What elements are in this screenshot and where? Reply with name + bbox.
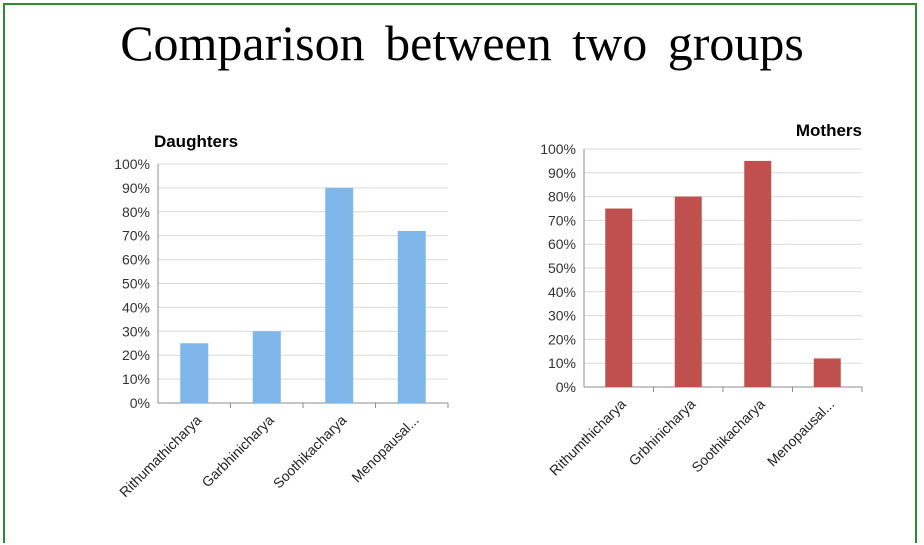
y-tick-label: 60% — [548, 236, 576, 252]
bar-menopausal — [397, 230, 426, 403]
y-tick-label: 90% — [548, 165, 576, 181]
y-tick-label: 70% — [122, 228, 150, 244]
y-tick-label: 50% — [122, 276, 150, 292]
y-tick-label: 20% — [548, 331, 576, 347]
y-tick-label: 70% — [548, 212, 576, 228]
y-tick-label: 20% — [122, 347, 150, 363]
slide-title: Comparison between two groups — [120, 15, 804, 71]
y-tick-label: 40% — [122, 299, 150, 315]
chart-title: Daughters — [154, 132, 238, 151]
y-tick-label: 60% — [122, 252, 150, 268]
y-tick-label: 100% — [114, 156, 150, 172]
y-tick-label: 10% — [548, 355, 576, 371]
y-tick-label: 0% — [556, 379, 576, 395]
y-tick-label: 90% — [122, 180, 150, 196]
y-tick-label: 80% — [122, 204, 150, 220]
y-tick-label: 30% — [548, 308, 576, 324]
bar-soothikacharya — [744, 160, 772, 387]
y-tick-label: 80% — [548, 189, 576, 205]
bar-rithumthicharya — [605, 208, 633, 387]
y-tick-label: 100% — [540, 141, 576, 157]
bar-rithumathicharya — [180, 343, 209, 403]
chart-title: Mothers — [796, 121, 862, 140]
category-label: Rithumthicharya — [546, 396, 629, 479]
bar-garbhinicharya — [252, 331, 281, 403]
bar-grbhinicharya — [674, 196, 702, 387]
y-tick-label: 30% — [122, 323, 150, 339]
y-tick-label: 10% — [122, 371, 150, 387]
bar-menopausal — [813, 358, 841, 387]
category-label: Menopausal... — [764, 396, 838, 470]
y-tick-label: 40% — [548, 284, 576, 300]
y-tick-label: 50% — [548, 260, 576, 276]
category-label: Grbhinicharya — [625, 396, 698, 469]
y-tick-label: 0% — [130, 395, 150, 411]
bar-soothikacharya — [325, 187, 354, 403]
category-label: Soothikacharya — [688, 396, 768, 476]
